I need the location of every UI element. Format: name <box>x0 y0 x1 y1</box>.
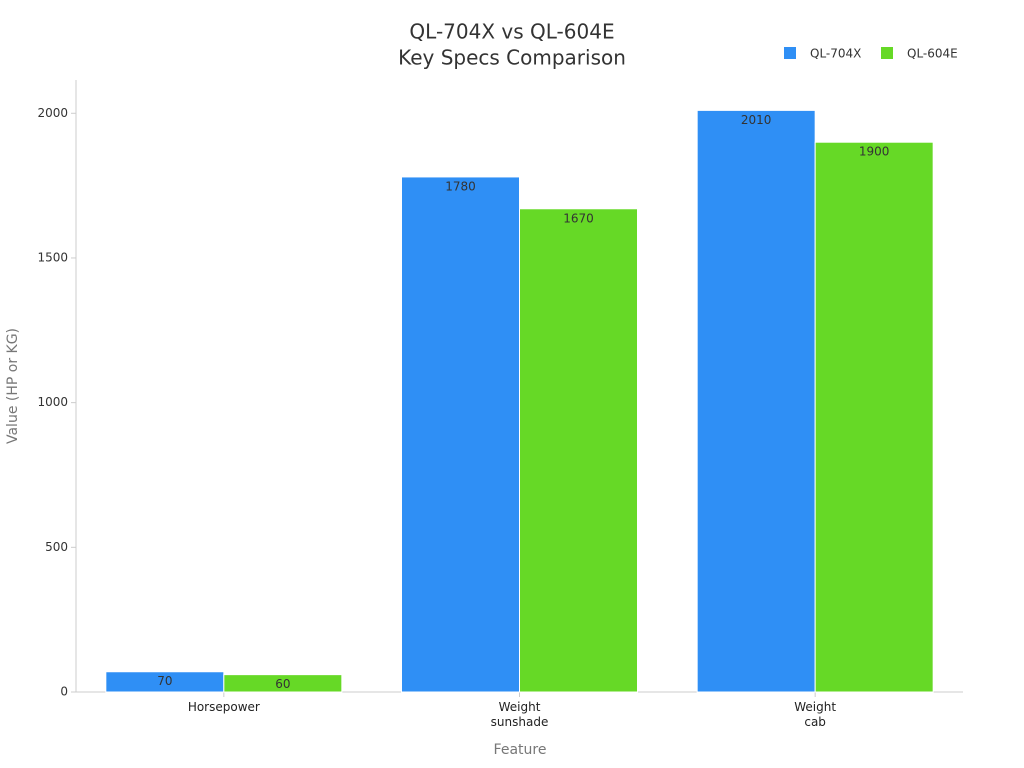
data-label: 1780 <box>445 179 476 193</box>
data-label: 60 <box>275 677 290 691</box>
chart-title: QL-704X vs QL-604E <box>409 20 614 44</box>
bar <box>696 109 816 693</box>
data-label: 70 <box>157 674 172 688</box>
legend-swatch <box>881 47 893 59</box>
bar <box>223 674 343 693</box>
y-tick-label: 1000 <box>37 395 68 409</box>
y-axis-title: Value (HP or KG) <box>5 328 21 444</box>
y-tick-label: 2000 <box>37 106 68 120</box>
data-label: 2010 <box>741 113 772 127</box>
legend-label: QL-704X <box>810 47 861 61</box>
bar <box>401 176 520 693</box>
x-tick-label: Weight cab <box>794 700 837 729</box>
bar <box>814 141 934 693</box>
x-tick-label: Horsepower <box>187 700 260 714</box>
chart-subtitle: Key Specs Comparison <box>398 46 626 70</box>
x-tick-label: Weight sunshade <box>490 700 549 729</box>
data-label: 1900 <box>859 145 890 159</box>
bar <box>519 208 638 693</box>
data-label: 1670 <box>563 211 594 225</box>
y-tick-label: 500 <box>45 540 68 554</box>
y-tick-label: 1500 <box>37 250 68 264</box>
x-axis-title: Feature <box>494 742 547 758</box>
y-tick-label: 0 <box>60 685 68 699</box>
legend-swatch <box>784 47 796 59</box>
legend-label: QL-604E <box>907 47 958 61</box>
